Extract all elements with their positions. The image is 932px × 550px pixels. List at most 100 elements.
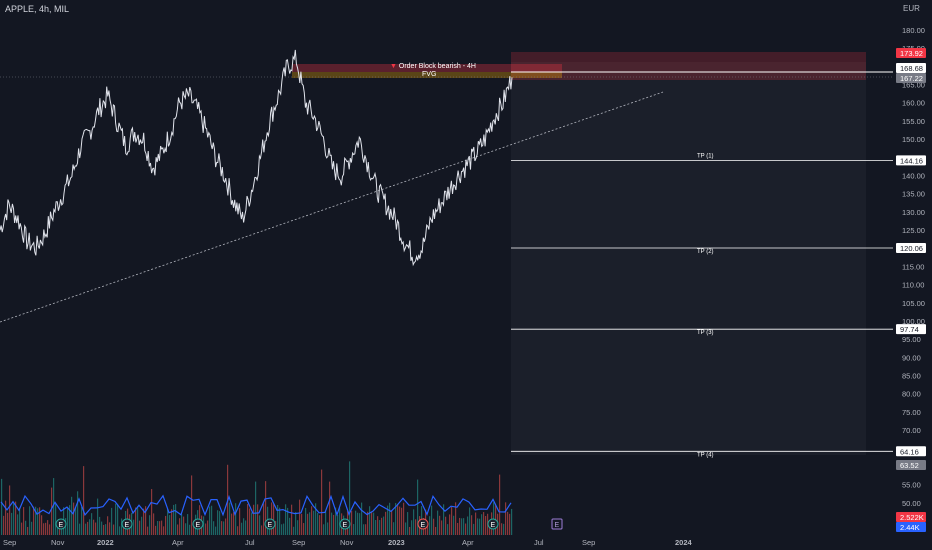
volume-bar (93, 519, 95, 535)
price-tag (896, 512, 926, 522)
earnings-icon[interactable]: E (121, 518, 133, 530)
earnings-icon[interactable]: E (487, 518, 499, 530)
volume-bar (489, 523, 491, 535)
fvg-box[interactable] (292, 72, 562, 78)
volume-bar (79, 523, 81, 535)
volume-bar (239, 508, 241, 535)
volume-bar (367, 511, 369, 535)
volume-bar (449, 514, 451, 535)
volume-bar (35, 506, 37, 535)
volume-bar (135, 507, 137, 535)
volume-bar (173, 504, 175, 535)
price-tick: 115.00 (902, 262, 924, 271)
price-tag-text: 2.44K (900, 523, 920, 532)
volume-bar (511, 508, 513, 535)
volume-bar (253, 504, 255, 535)
volume-bar (309, 512, 311, 535)
volume-bar (171, 509, 173, 535)
volume-bar (207, 520, 209, 535)
volume-bar (293, 526, 295, 535)
order-block-zone[interactable] (511, 52, 866, 80)
earnings-icon[interactable]: E (264, 518, 276, 530)
take-profit-lines: TP (1) TP (2) TP (3) TP (4) (511, 153, 893, 458)
volume-bar (469, 507, 471, 535)
price-tag-text: 63.52 (900, 461, 919, 470)
volume-bar (193, 520, 195, 535)
ascending-trendline[interactable] (0, 91, 664, 323)
volume-bar (351, 511, 353, 535)
tp-price-text: 144.16 (900, 156, 923, 165)
volume-bar (395, 503, 397, 535)
volume-bar (463, 518, 465, 535)
tp-price-tag (896, 446, 926, 457)
volume-bar (373, 512, 375, 535)
volume-bar (181, 514, 183, 535)
volume-bar (477, 518, 479, 535)
volume-bar (139, 520, 141, 535)
volume-bar (97, 498, 99, 535)
earnings-icon[interactable]: E (551, 518, 563, 530)
volume-bar (141, 516, 143, 535)
volume-bar (509, 513, 511, 535)
volume-bar (37, 508, 39, 535)
volume-bar (161, 520, 163, 535)
volume-bar (465, 523, 467, 535)
volume-bar (279, 507, 281, 535)
time-label: Apr (462, 538, 474, 547)
price-tick: 85.00 (902, 372, 921, 381)
volume-bar (247, 504, 249, 535)
time-label: Sep (292, 538, 305, 547)
volume-bar (393, 522, 395, 535)
volume-bar (321, 469, 323, 535)
volume-bar (241, 522, 243, 535)
volume-bar (115, 503, 117, 535)
volume-bar (361, 502, 363, 535)
earnings-icon[interactable]: E (339, 518, 351, 530)
volume-bar (231, 513, 233, 535)
volume-bar (431, 505, 433, 535)
volume-bar (287, 507, 289, 535)
currency-label[interactable]: EUR (903, 4, 920, 13)
volume-bar (225, 518, 227, 535)
volume-bar (475, 512, 477, 535)
volume-bar (355, 510, 357, 535)
price-tick: 165.00 (902, 81, 925, 90)
earnings-icon[interactable]: E (192, 518, 204, 530)
volume-bar (41, 515, 43, 535)
volume-bar (301, 513, 303, 535)
price-tick: 140.00 (902, 171, 925, 180)
earnings-icon[interactable]: E (55, 518, 67, 530)
price-tick: 110.00 (902, 281, 924, 290)
volume-bar (5, 500, 7, 535)
symbol-title[interactable]: APPLE, 4h, MIL (5, 4, 70, 14)
price-tick: 135.00 (902, 190, 925, 199)
earnings-icon[interactable]: E (417, 518, 429, 530)
price-tick: 125.00 (902, 226, 925, 235)
volume-bar (215, 526, 217, 535)
volume-bar (457, 522, 459, 535)
tp-price-tag (896, 324, 926, 335)
svg-text:E: E (491, 522, 496, 529)
volume-bar (303, 523, 305, 535)
volume-bar (407, 512, 409, 535)
price-tick: 55.00 (902, 481, 921, 490)
tp-label: TP (3) (697, 330, 714, 336)
volume-bar (327, 522, 329, 535)
volume-bar (109, 522, 111, 535)
volume-bar (413, 509, 415, 535)
volume-bar (405, 522, 407, 535)
time-axis[interactable] (0, 536, 932, 550)
volume-bar (83, 466, 85, 535)
volume-bar (481, 514, 483, 535)
volume-bar (501, 523, 503, 535)
svg-text:E: E (343, 522, 348, 529)
tp-price-text: 64.16 (900, 447, 919, 456)
order-block-box[interactable] (292, 64, 562, 72)
volume-bar (249, 508, 251, 535)
volume-bar (13, 503, 15, 535)
tp-price-tag (896, 243, 926, 254)
volume-bar (43, 523, 45, 535)
volume-bar (175, 504, 177, 535)
